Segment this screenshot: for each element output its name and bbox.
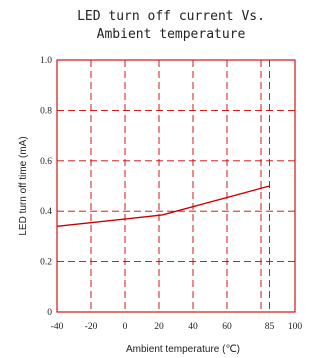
series-line-1 — [56, 185, 270, 228]
x-tick-label: 40 — [188, 322, 198, 332]
x-tick-label: -40 — [51, 322, 64, 332]
y-tick-label: 0 — [47, 308, 52, 318]
x-tick-label: -20 — [85, 322, 98, 332]
plot-border — [56, 59, 296, 313]
x-tick-labels: -40 -20 0 20 40 60 85 100 — [51, 322, 303, 332]
x-tick-label: 20 — [154, 322, 164, 332]
chart-title-line-1: LED turn off current Vs. — [77, 9, 265, 24]
chart-title-line-2: Ambient temperature — [97, 27, 246, 42]
grid-lines — [57, 60, 295, 312]
y-tick-label: 0.4 — [40, 207, 52, 217]
series-lines — [56, 185, 270, 228]
y-tick-labels: 0 0.2 0.4 0.6 0.8 1.0 — [40, 56, 52, 318]
y-tick-label: 1.0 — [40, 56, 52, 66]
x-tick-label: 85 — [265, 322, 275, 332]
y-axis-label: LED turn off time (mA) — [18, 136, 29, 235]
x-axis-label: Ambient temperature (℃) — [126, 344, 240, 355]
x-tick-label: 100 — [288, 322, 303, 332]
plot-frame — [56, 59, 296, 313]
y-tick-label: 0.8 — [40, 106, 52, 116]
x-tick-label: 60 — [222, 322, 232, 332]
x-tick-label: 0 — [123, 322, 128, 332]
y-tick-label: 0.2 — [40, 258, 52, 268]
y-tick-label: 0.6 — [40, 157, 52, 167]
